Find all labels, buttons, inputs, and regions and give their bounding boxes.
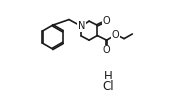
Text: O: O (103, 45, 110, 56)
Text: N: N (78, 21, 85, 31)
Text: O: O (112, 30, 119, 40)
Text: O: O (102, 16, 110, 26)
Text: H: H (104, 70, 113, 83)
Text: Cl: Cl (103, 80, 115, 92)
